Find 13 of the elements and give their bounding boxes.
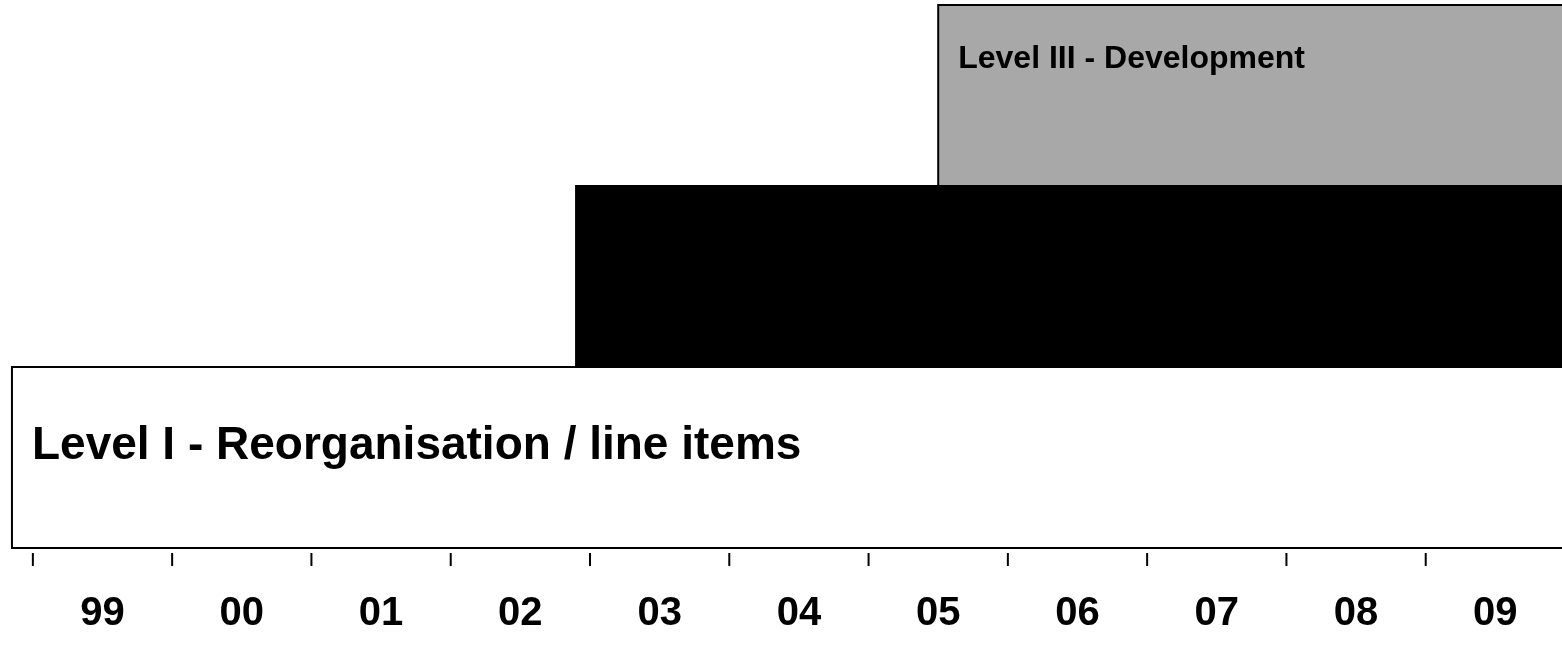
x-tick-label: 01 — [358, 589, 404, 633]
x-tick-label: 09 — [1473, 589, 1518, 633]
x-tick-label: 00 — [219, 589, 265, 633]
x-tick-label: 04 — [776, 589, 822, 633]
y-tick-label: Level III - Development — [958, 38, 1306, 75]
x-tick-label: 08 — [1333, 589, 1379, 633]
x-tick-label: 02 — [498, 589, 543, 633]
x-tick-label: 05 — [915, 589, 961, 633]
x-tick-label: 06 — [1055, 589, 1100, 633]
x-tick-label: 07 — [1194, 589, 1240, 633]
x-tick-label: 03 — [637, 589, 682, 633]
y-tick-label: Level I - Reorganisation / line items — [31, 416, 802, 469]
x-tick-label: 99 — [80, 589, 125, 633]
